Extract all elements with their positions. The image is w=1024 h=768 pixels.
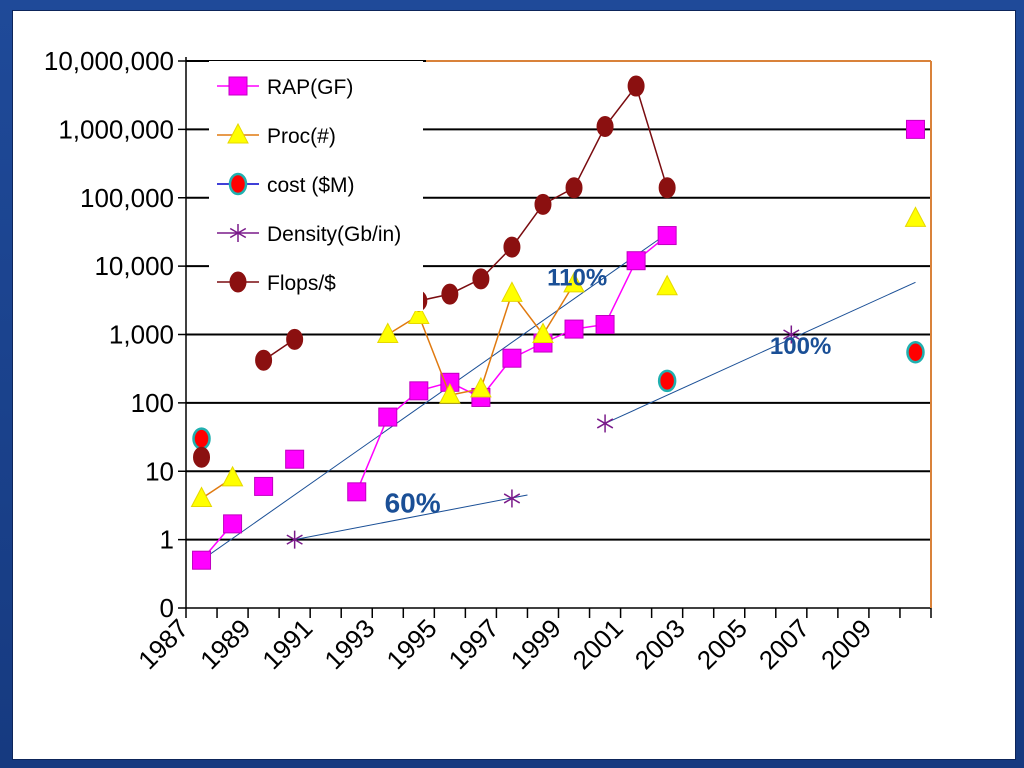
series-1-point-6: [501, 281, 523, 302]
trend-line-0: [294, 494, 528, 541]
series-3-point-1: [503, 489, 521, 508]
series-1-point-10: [904, 206, 927, 227]
log-scale-line-chart: 0 1 10 100 1,000 10,000 100,000 1,000,000 10,000…: [44, 46, 932, 675]
series-0-point-15: [905, 119, 925, 139]
y-tick-label-1: 1: [160, 525, 174, 555]
legend-label-0: RAP(GF): [267, 76, 353, 99]
series-3-point-2: [596, 414, 614, 433]
y-tick-label-6: 100,000: [80, 183, 174, 213]
series-0-point-1: [223, 514, 243, 534]
y-tick-label-8: 10,000,000: [44, 46, 174, 76]
series-0-point-4: [409, 381, 429, 401]
series-0-point-12: [657, 226, 677, 246]
series-0-point-13: [254, 476, 274, 496]
series-1-point-1: [221, 465, 244, 487]
series-1: [190, 206, 927, 507]
trend-lines: [201, 233, 916, 561]
series-4-point-1: [286, 328, 304, 350]
series-4-point-11: [658, 177, 676, 199]
series-1-point-0: [190, 486, 213, 507]
trend-line-2: [604, 281, 916, 424]
series-3-point-3: [783, 325, 800, 344]
series-0-point-14: [285, 449, 305, 469]
legend: RAP(GF) Proc(#) cost ($M) Density(Gb/in) Flo…: [209, 61, 423, 311]
series-2-point-1: [657, 369, 677, 393]
series-4-point-0: [255, 349, 273, 371]
series-4-point-8: [565, 177, 583, 199]
series-0-point-9: [564, 319, 584, 339]
series-2-point-2: [906, 341, 925, 364]
series-4-point-10: [627, 75, 645, 97]
legend-label-4: Flops/$: [267, 272, 336, 295]
series-0-point-7: [502, 348, 522, 368]
legend-marker-4: [229, 271, 247, 293]
x-tick-label-1987: 1987: [132, 613, 194, 675]
series-1-point-4: [439, 383, 461, 404]
series-1-point-7: [532, 322, 554, 343]
legend-label-1: Proc(#): [267, 125, 336, 148]
y-tick-label-7: 1,000,000: [58, 114, 174, 144]
trend-label-1: 110%: [547, 265, 607, 292]
series-4-point-5: [472, 268, 490, 290]
annotations: 60% 110% 100%: [385, 265, 832, 519]
legend-marker-3: [229, 224, 247, 242]
legend-label-3: Density(Gb/in): [267, 223, 401, 246]
series-2: [192, 341, 925, 450]
x-tick-label-1989: 1989: [194, 613, 256, 675]
series-4-point-4: [441, 283, 459, 305]
x-tick-label-2007: 2007: [753, 613, 815, 675]
series-0-point-3: [378, 407, 398, 427]
y-tick-label-0: 0: [160, 593, 174, 623]
y-tick-label-2: 10: [145, 456, 174, 486]
legend-label-2: cost ($M): [267, 174, 355, 197]
series-3-point-0: [286, 530, 303, 549]
x-tick-label-2009: 2009: [815, 613, 877, 675]
series-1-point-8: [563, 271, 585, 293]
y-tick-label-4: 1,000: [109, 320, 174, 350]
data-series: [190, 75, 927, 570]
x-tick-label-2001: 2001: [567, 613, 629, 675]
series-1-point-9: [656, 274, 678, 296]
series-4-point-7: [534, 193, 552, 215]
series-0-point-0: [192, 550, 212, 570]
series-0: [192, 119, 925, 570]
series-1-point-2: [376, 322, 399, 343]
series-0-point-11: [626, 251, 646, 271]
series-0-point-10: [595, 315, 615, 335]
legend-marker-0: [228, 76, 248, 96]
x-tick-label-1991: 1991: [256, 613, 318, 675]
x-tick-label-1993: 1993: [318, 613, 380, 675]
series-1-point-5: [470, 376, 492, 398]
series-0-point-2: [347, 482, 367, 502]
y-tick-label-5: 10,000: [94, 251, 174, 281]
x-tick-label-1997: 1997: [443, 613, 505, 675]
series-4-point-9: [596, 116, 614, 138]
series-1-point-3: [407, 303, 430, 324]
trend-label-0: 60%: [385, 487, 441, 518]
series-4-line-1: [387, 84, 668, 302]
x-tick-label-2005: 2005: [691, 613, 753, 675]
axis-ticks: 0 1 10 100 1,000 10,000 100,000 1,000,000 10,000…: [44, 46, 932, 675]
trend-label-2: 100%: [770, 333, 831, 360]
chart-panel: 0 1 10 100 1,000 10,000 100,000 1,000,000 10,000…: [12, 10, 1016, 760]
series-2-point-0: [192, 427, 211, 450]
legend-marker-2: [228, 172, 248, 196]
trend-line-1: [201, 233, 668, 561]
series-3: [286, 325, 800, 549]
x-tick-label-2003: 2003: [629, 613, 691, 675]
series-4: [193, 75, 676, 468]
x-tick-label-1995: 1995: [380, 613, 442, 675]
y-tick-label-3: 100: [131, 388, 174, 418]
series-4-point-6: [503, 236, 521, 258]
series-4-point-12: [193, 446, 211, 468]
legend-marker-1: [227, 122, 249, 144]
x-tick-label-1999: 1999: [505, 613, 567, 675]
